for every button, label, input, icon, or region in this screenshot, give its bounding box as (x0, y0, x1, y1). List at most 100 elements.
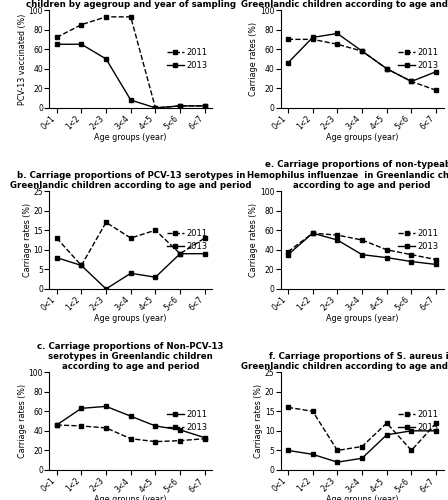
2011 (335, 448, 340, 454)
2011 (153, 105, 158, 111)
2013 (310, 34, 315, 40)
2011 (384, 247, 389, 253)
2013 (128, 436, 134, 442)
2013 (310, 230, 315, 236)
2011 (177, 103, 183, 109)
2013 (285, 252, 291, 258)
2013 (153, 438, 158, 444)
2011 (103, 404, 109, 409)
Line: 2011: 2011 (54, 404, 207, 440)
Legend: 2011, 2013: 2011, 2013 (397, 228, 439, 252)
2011 (79, 262, 84, 268)
2011 (128, 14, 134, 20)
Y-axis label: Carriage rates (%): Carriage rates (%) (18, 384, 27, 458)
Line: 2013: 2013 (285, 230, 439, 267)
2011 (103, 14, 109, 20)
2011 (202, 434, 207, 440)
2013 (202, 436, 207, 442)
Y-axis label: Carriage rates (%): Carriage rates (%) (250, 22, 258, 96)
Legend: 2011, 2013: 2011, 2013 (166, 228, 208, 252)
Y-axis label: Carriage rates (%): Carriage rates (%) (23, 203, 32, 277)
2011 (359, 444, 365, 450)
2011 (409, 78, 414, 84)
2013 (128, 270, 134, 276)
2011 (202, 103, 207, 109)
Line: 2011: 2011 (54, 220, 207, 268)
Line: 2011: 2011 (285, 405, 439, 453)
2011 (433, 256, 439, 262)
2013 (153, 274, 158, 280)
2013 (54, 42, 60, 48)
Line: 2013: 2013 (285, 428, 439, 464)
2013 (177, 103, 183, 109)
2013 (335, 459, 340, 465)
Line: 2011: 2011 (54, 14, 207, 110)
2011 (409, 448, 414, 454)
2013 (202, 103, 207, 109)
2011 (335, 232, 340, 238)
2013 (409, 428, 414, 434)
Line: 2013: 2013 (285, 31, 439, 84)
2011 (359, 48, 365, 54)
2013 (335, 30, 340, 36)
Legend: 2011, 2013: 2011, 2013 (397, 410, 439, 432)
2011 (310, 36, 315, 43)
2011 (202, 235, 207, 241)
2011 (335, 42, 340, 48)
2013 (79, 42, 84, 48)
2013 (359, 252, 365, 258)
Line: 2013: 2013 (54, 422, 207, 444)
Line: 2013: 2013 (54, 252, 207, 292)
Title: b. Carriage proportions of PCV-13 serotypes in
Greenlandic children according to: b. Carriage proportions of PCV-13 seroty… (10, 171, 251, 190)
2011 (285, 404, 291, 410)
2011 (409, 252, 414, 258)
X-axis label: Age groups (year): Age groups (year) (326, 496, 398, 500)
X-axis label: Age groups (year): Age groups (year) (326, 314, 398, 324)
Line: 2011: 2011 (285, 37, 439, 92)
2011 (54, 235, 60, 241)
2013 (335, 237, 340, 243)
2013 (285, 448, 291, 454)
2013 (79, 262, 84, 268)
2011 (79, 406, 84, 411)
Legend: 2011, 2013: 2011, 2013 (166, 48, 208, 70)
2013 (285, 60, 291, 66)
2013 (153, 105, 158, 111)
2011 (153, 227, 158, 233)
Title: c. Carriage proportions of Non-PCV-13
serotypes in Greenlandic children
accordin: c. Carriage proportions of Non-PCV-13 se… (38, 342, 224, 372)
Y-axis label: Carriage rates (%): Carriage rates (%) (250, 203, 258, 277)
2013 (384, 432, 389, 438)
2013 (409, 78, 414, 84)
2013 (177, 438, 183, 444)
X-axis label: Age groups (year): Age groups (year) (95, 314, 167, 324)
2013 (310, 452, 315, 458)
Title: d. Carriage proportions of M. catarrhalis in
Greenlandic children according to a: d. Carriage proportions of M. catarrhali… (241, 0, 448, 9)
X-axis label: Age groups (year): Age groups (year) (326, 133, 398, 142)
Line: 2013: 2013 (54, 42, 207, 110)
2013 (177, 250, 183, 256)
2013 (103, 286, 109, 292)
2013 (103, 56, 109, 62)
2013 (433, 428, 439, 434)
2011 (177, 427, 183, 433)
2013 (54, 422, 60, 428)
Legend: 2011, 2013: 2011, 2013 (166, 410, 208, 432)
2013 (384, 254, 389, 260)
2011 (384, 420, 389, 426)
2013 (54, 254, 60, 260)
2013 (359, 456, 365, 462)
Y-axis label: PCV-13 vaccinated (%): PCV-13 vaccinated (%) (18, 13, 27, 104)
2013 (79, 423, 84, 429)
2011 (79, 22, 84, 28)
2013 (202, 250, 207, 256)
2011 (54, 422, 60, 428)
2011 (433, 420, 439, 426)
Line: 2011: 2011 (285, 230, 439, 262)
Title: a. Proportions of PCV-13 vaccinated
children by agegroup and year of sampling: a. Proportions of PCV-13 vaccinated chil… (26, 0, 236, 9)
2011 (54, 34, 60, 40)
2011 (384, 66, 389, 71)
2011 (359, 237, 365, 243)
2013 (409, 258, 414, 264)
2013 (433, 262, 439, 268)
X-axis label: Age groups (year): Age groups (year) (95, 133, 167, 142)
